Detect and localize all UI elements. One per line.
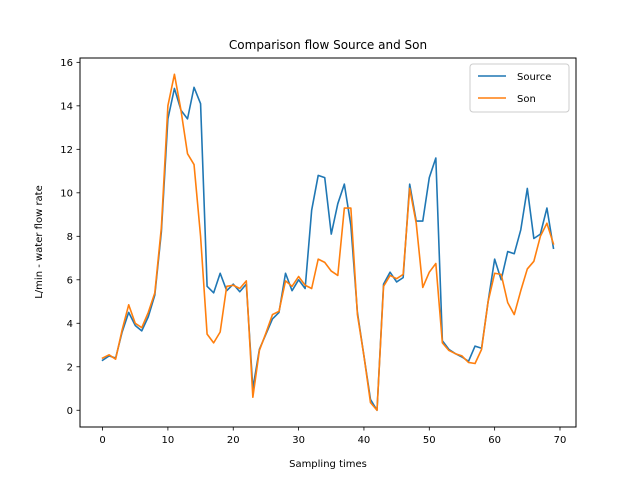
y-tick-label: 12 [60, 145, 73, 156]
legend-son-label: Son [517, 94, 536, 105]
y-tick-label: 2 [67, 362, 73, 373]
x-tick-label: 60 [488, 435, 501, 446]
chart-title: Comparison flow Source and Son [229, 38, 427, 52]
x-tick-label: 40 [358, 435, 371, 446]
x-tick-label: 30 [292, 435, 305, 446]
y-tick-label: 16 [60, 58, 73, 69]
x-tick-label: 10 [162, 435, 175, 446]
y-axis-label: L/min - water flow rate [34, 185, 45, 299]
y-tick-label: 6 [67, 275, 73, 286]
legend-source-label: Source [517, 72, 551, 83]
y-tick-label: 0 [67, 406, 73, 417]
x-tick-label: 20 [227, 435, 240, 446]
y-tick-label: 10 [60, 188, 73, 199]
y-tick-label: 4 [67, 319, 73, 330]
x-tick-label: 0 [99, 435, 105, 446]
y-tick-label: 8 [67, 232, 73, 243]
legend: Source Son [470, 64, 569, 112]
x-tick-label: 50 [423, 435, 436, 446]
y-tick-label: 14 [60, 101, 73, 112]
x-axis-label: Sampling times [289, 459, 367, 470]
x-tick-label: 70 [554, 435, 567, 446]
